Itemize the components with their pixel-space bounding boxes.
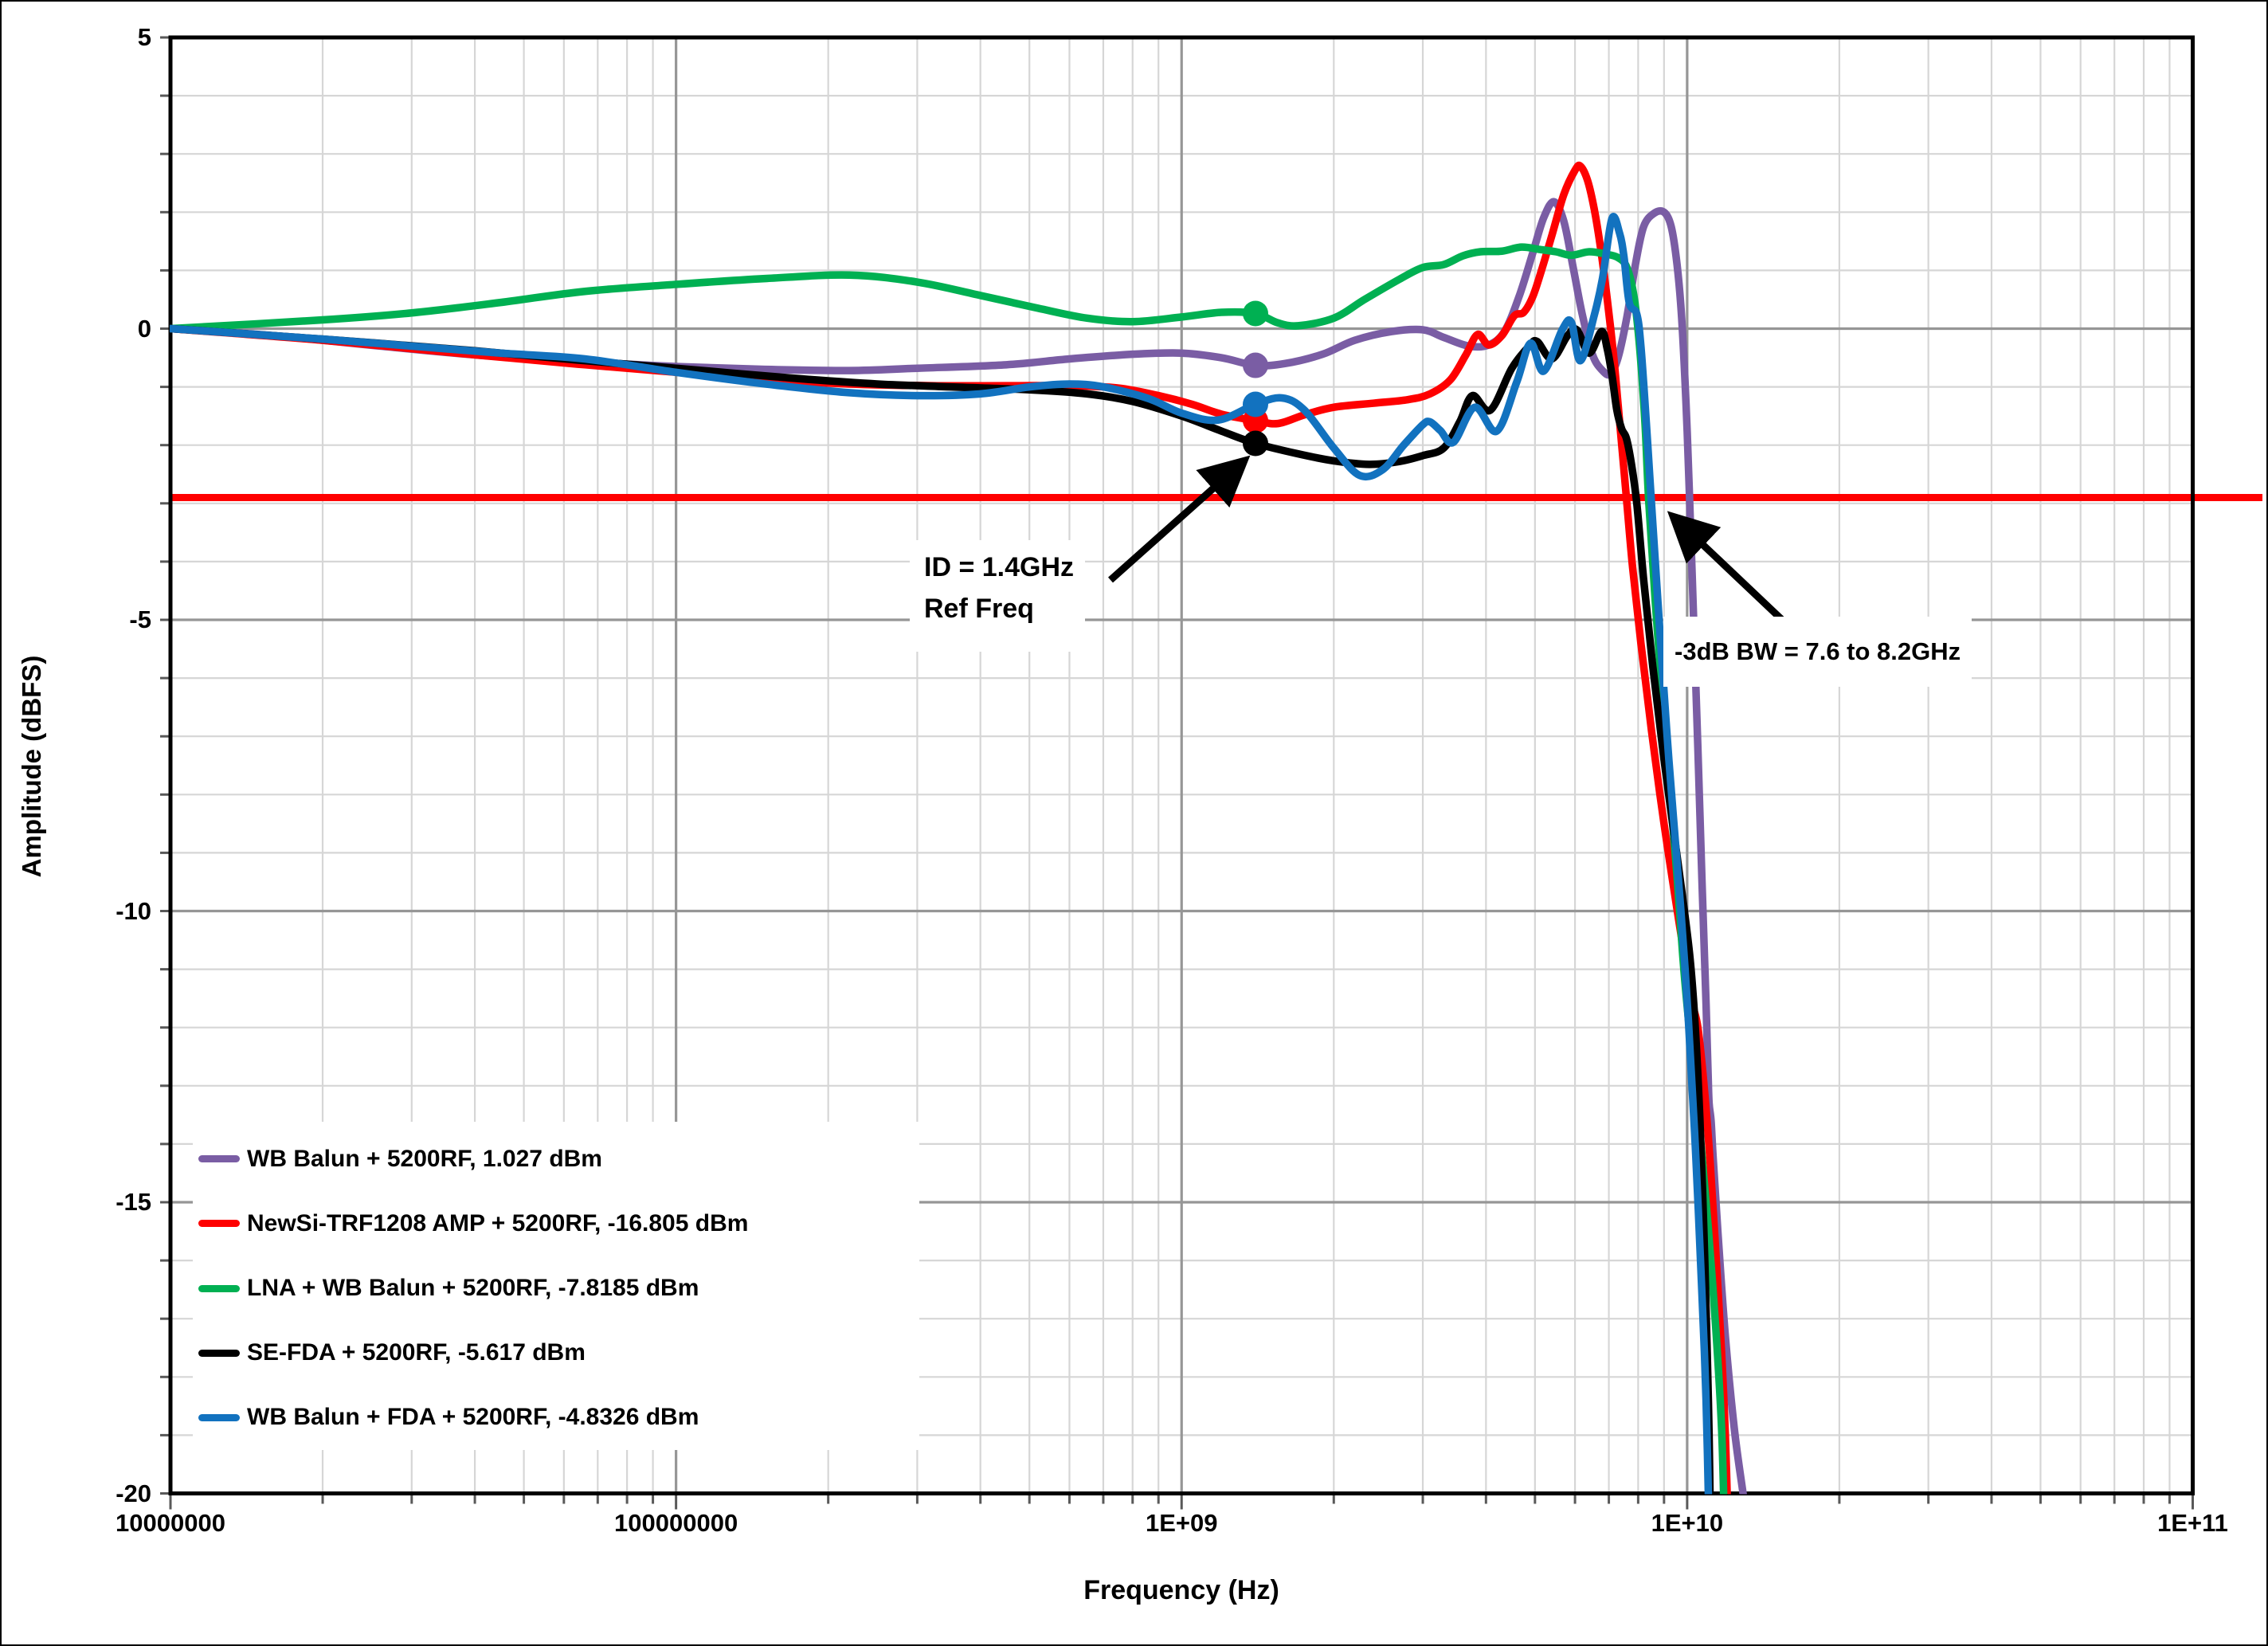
legend-swatch-0 xyxy=(198,1155,240,1163)
x-tick-label-1E+11: 1E+11 xyxy=(2157,1509,2228,1537)
x-tick-label-10000000: 10000000 xyxy=(116,1509,225,1537)
x-tick-label-1E+09: 1E+09 xyxy=(1145,1509,1218,1537)
marker-dot-0 xyxy=(1242,352,1268,378)
ref-freq-marker-dots xyxy=(1242,300,1268,457)
legend-swatch-1 xyxy=(198,1220,240,1228)
legend-label-3: SE-FDA + 5200RF, -5.617 dBm xyxy=(247,1339,586,1366)
y-tick-label--10: -10 xyxy=(116,896,151,925)
gridlines-major xyxy=(170,37,2193,1494)
legend-label-1: NewSi-TRF1208 AMP + 5200RF, -16.805 dBm xyxy=(247,1209,749,1236)
series-curve-0 xyxy=(170,198,1747,1495)
y-tick-label-0: 0 xyxy=(137,314,151,343)
y-tick-label--15: -15 xyxy=(116,1188,151,1216)
annotation-ref-freq-line2: Ref Freq xyxy=(924,594,1034,624)
legend-swatch-2 xyxy=(198,1284,240,1292)
legend-swatch-3 xyxy=(198,1349,240,1357)
legend-label-2: LNA + WB Balun + 5200RF, -7.8185 dBm xyxy=(247,1275,699,1301)
x-tick-label-100000000: 100000000 xyxy=(614,1509,738,1537)
marker-dot-3 xyxy=(1242,430,1268,457)
annotation-arrow-bw xyxy=(1667,511,1799,636)
x-axis-title: Frequency (Hz) xyxy=(1083,1575,1279,1605)
y-axis-title: Amplitude (dBFS) xyxy=(17,655,46,878)
legend-item-2: LNA + WB Balun + 5200RF, -7.8185 dBm xyxy=(193,1256,919,1320)
legend-label-4: WB Balun + FDA + 5200RF, -4.8326 dBm xyxy=(247,1404,699,1431)
y-tick-label--20: -20 xyxy=(116,1479,151,1507)
legend-label-0: WB Balun + 5200RF, 1.027 dBm xyxy=(247,1145,602,1172)
legend-item-4: WB Balun + FDA + 5200RF, -4.8326 dBm xyxy=(193,1385,919,1450)
annotation-3db-bandwidth-text: -3dB BW = 7.6 to 8.2GHz xyxy=(1675,637,1961,665)
legend-item-3: SE-FDA + 5200RF, -5.617 dBm xyxy=(193,1321,919,1385)
annotation-ref-freq: ID = 1.4GHz Ref Freq xyxy=(910,540,1085,652)
legend-item-1: NewSi-TRF1208 AMP + 5200RF, -16.805 dBm xyxy=(193,1191,919,1256)
marker-dot-4 xyxy=(1242,391,1268,417)
y-tick-label-5: 5 xyxy=(137,23,151,51)
legend-item-0: WB Balun + 5200RF, 1.027 dBm xyxy=(193,1127,919,1191)
legend-swatch-4 xyxy=(198,1413,240,1421)
legend: WB Balun + 5200RF, 1.027 dBm NewSi-TRF120… xyxy=(193,1122,919,1450)
x-tick-label-1E+10: 1E+10 xyxy=(1651,1509,1724,1537)
annotation-3db-bandwidth: -3dB BW = 7.6 to 8.2GHz xyxy=(1663,617,1972,687)
annotation-arrow-ref-freq xyxy=(1108,455,1251,583)
annotation-ref-freq-line1: ID = 1.4GHz xyxy=(924,552,1075,582)
y-tick-label--5: -5 xyxy=(129,605,151,633)
plot-border xyxy=(168,35,2195,1495)
marker-dot-2 xyxy=(1242,300,1268,327)
